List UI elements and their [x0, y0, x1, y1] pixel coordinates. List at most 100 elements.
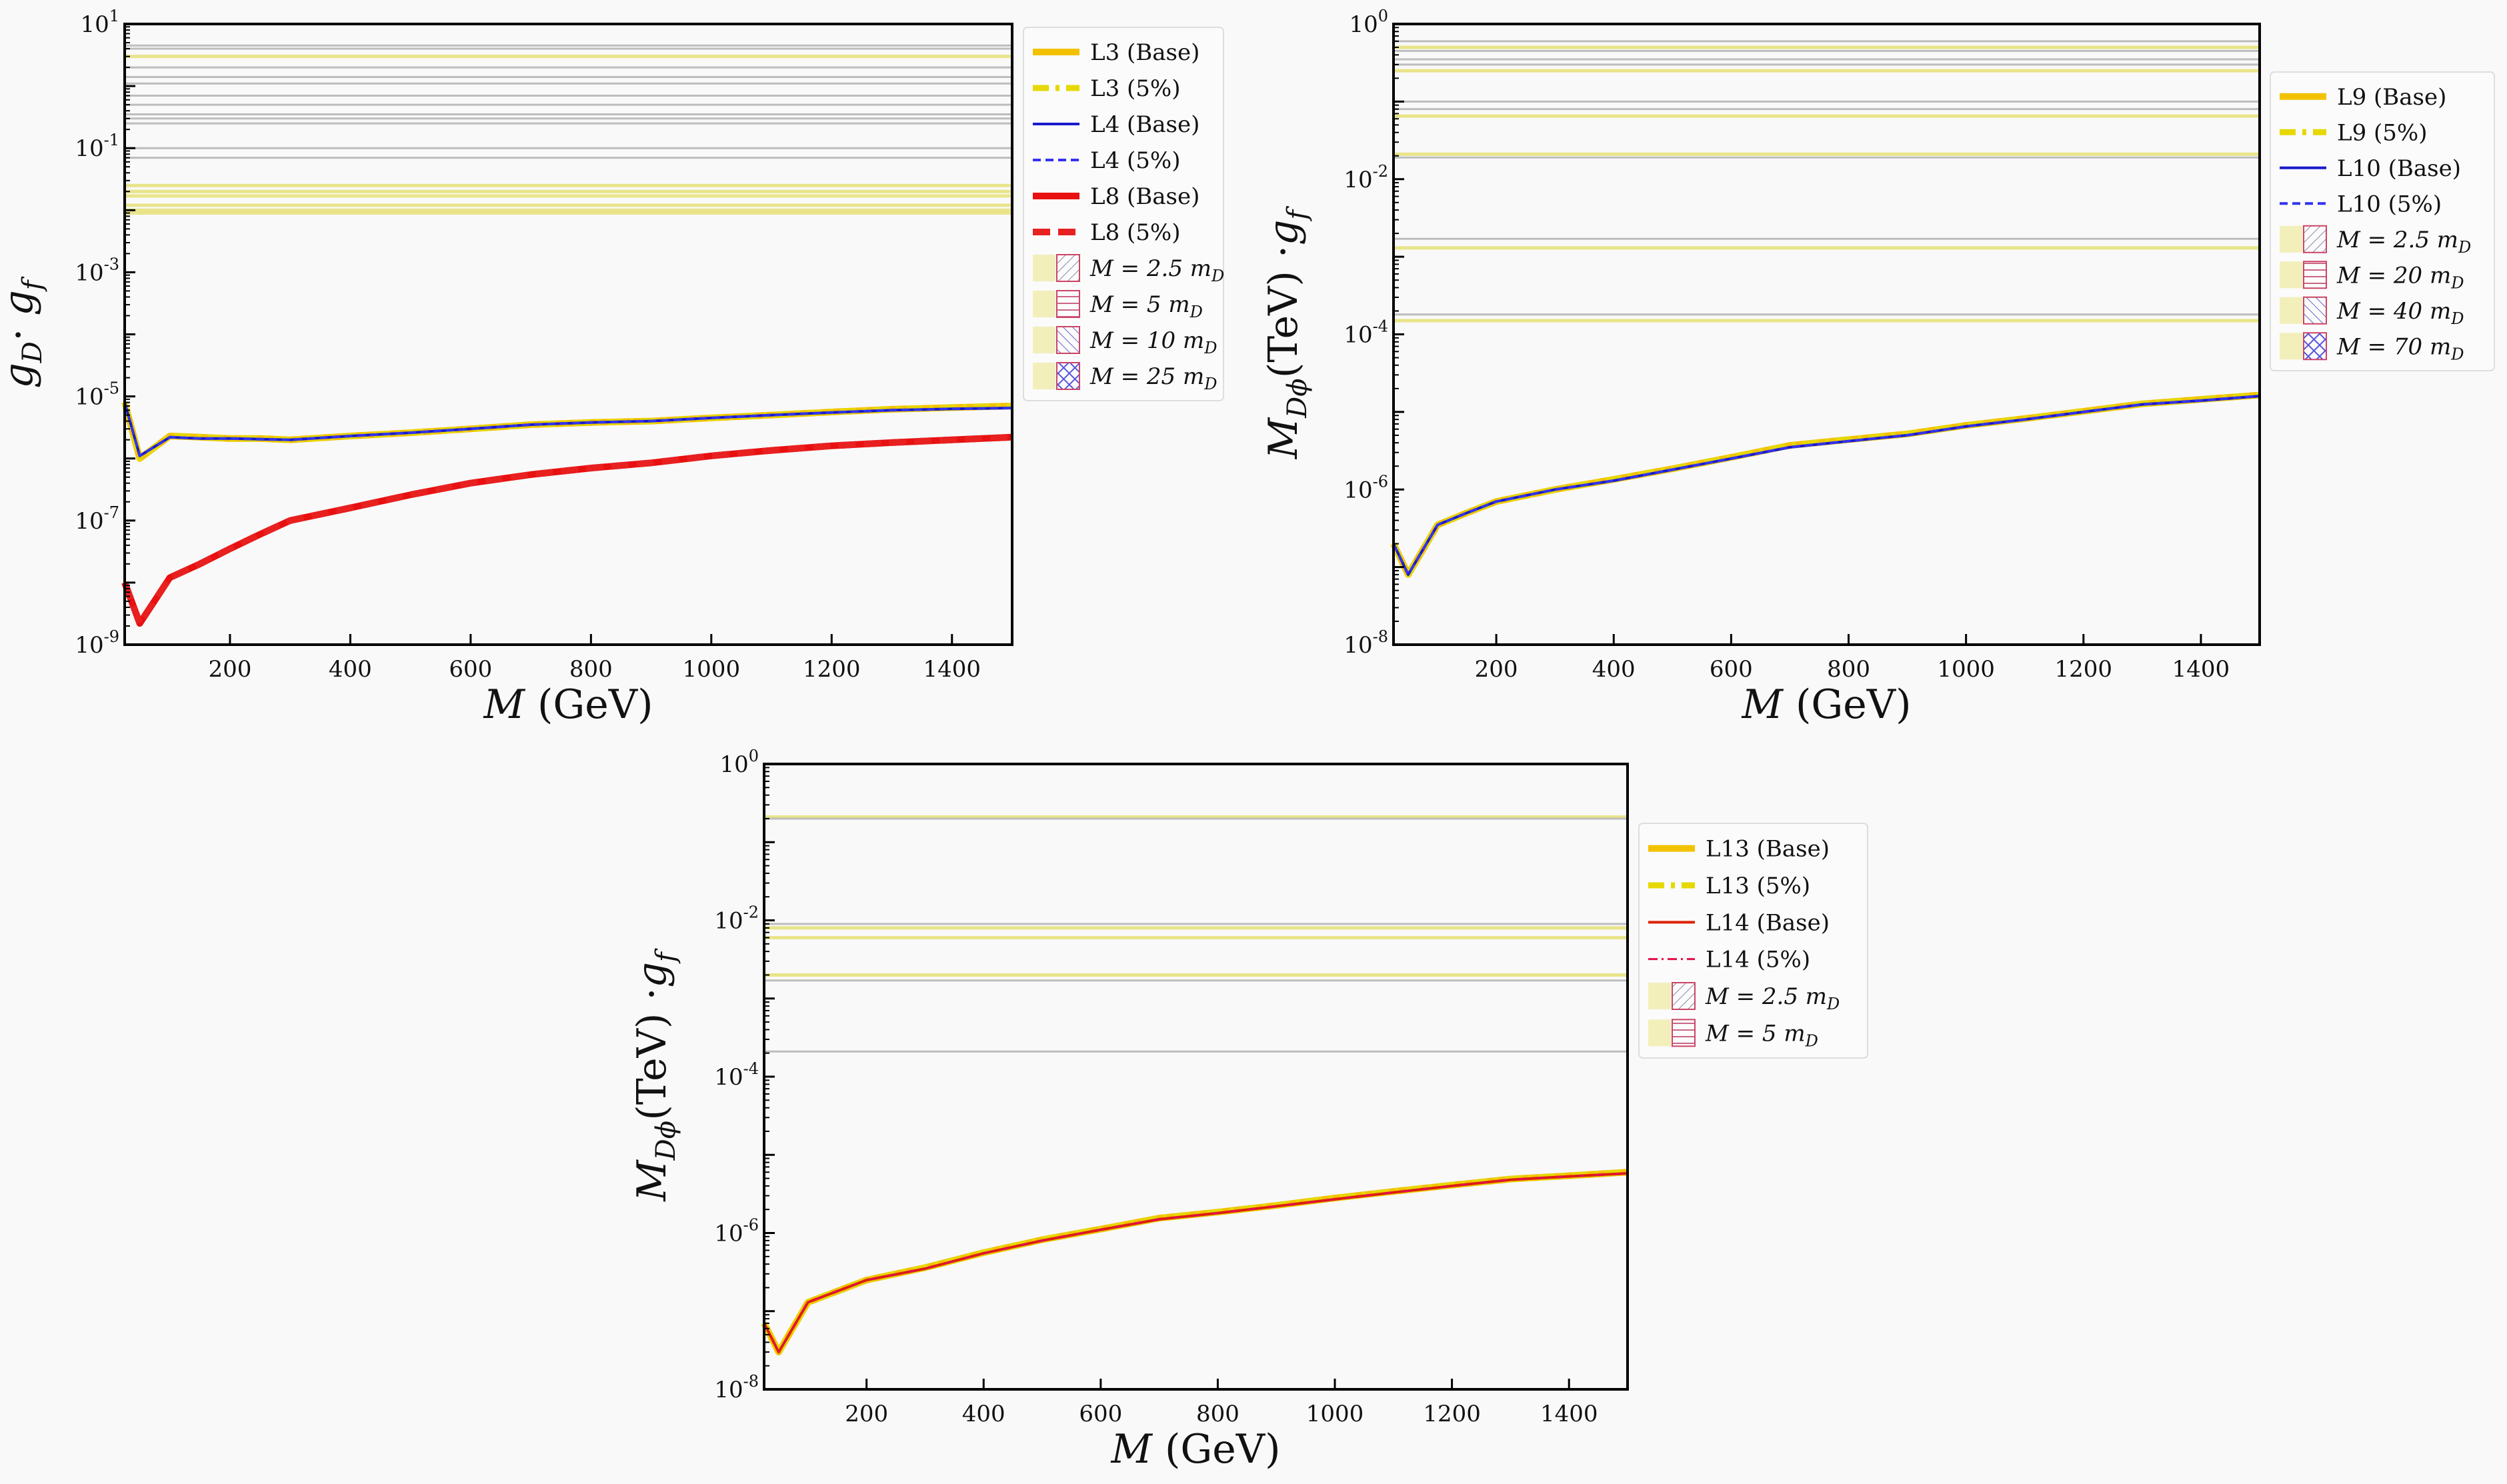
- y-tick-label: 10-8: [714, 1372, 759, 1403]
- legend: L13 (Base) L13 (5%) L14 (Base) L14 (5%) M = …: [1638, 823, 1868, 1059]
- x-label-symbol: M: [1110, 1426, 1153, 1473]
- chart-panel-bottom: 200 400 600 800 1000 1200 140010010-210-410-61…: [629, 747, 1868, 1473]
- legend-label-subscript: D: [1826, 995, 1840, 1013]
- legend-label: M = 5 mD: [1705, 1020, 1818, 1050]
- legend-label-main: M = 70 m: [2336, 333, 2451, 360]
- y-tick-label: 10-2: [714, 903, 759, 935]
- y-tick-label: 10-3: [75, 255, 119, 286]
- x-tick-label: 600: [1079, 1401, 1122, 1427]
- x-label-symbol: M: [483, 681, 525, 728]
- y-tick-label: 10-2: [1344, 162, 1388, 193]
- legend-label-main: M = 40 m: [2336, 298, 2451, 325]
- tick-base: 10: [1349, 11, 1378, 38]
- x-tick-label: 800: [1827, 656, 1870, 683]
- legend: L9 (Base) L9 (5%) L10 (Base) L10 (5%) M = 2.…: [2270, 71, 2495, 371]
- tick-exponent: -4: [1373, 317, 1388, 336]
- legend-label-main: M = 20 m: [2336, 262, 2451, 289]
- y-axis-label: MDϕ (TeV) ·gf: [1260, 206, 1313, 460]
- tick-exponent: -8: [1373, 627, 1388, 646]
- y-label-part: g: [629, 962, 675, 987]
- y-label-part: (TeV) ·: [629, 987, 675, 1120]
- tick-base: 10: [1344, 322, 1372, 349]
- x-tick-label: 600: [1710, 656, 1753, 683]
- y-label-part: M: [629, 1159, 675, 1202]
- tick-base: 10: [1344, 477, 1372, 503]
- legend-label-main: M = 2.5 m: [1089, 255, 1211, 282]
- y-label-subscript: f: [1282, 206, 1313, 222]
- tick-base: 10: [714, 1064, 743, 1091]
- x-tick-label: 400: [329, 656, 372, 683]
- legend-label: L3 (Base): [1090, 39, 1199, 66]
- y-tick-label: 10-4: [1344, 317, 1388, 349]
- legend-label-main: M = 2.5 m: [2336, 227, 2458, 253]
- y-label-part: ·: [0, 316, 42, 341]
- plot-area: [764, 764, 1628, 1389]
- tick-base: 10: [75, 259, 103, 286]
- legend-label-subscript: D: [2458, 238, 2471, 257]
- x-tick-label: 1000: [1937, 656, 1995, 683]
- y-label-part: g: [0, 363, 42, 388]
- legend-label: L10 (Base): [2337, 155, 2461, 182]
- y-label-subscript: Dϕ: [1282, 378, 1313, 418]
- legend-hatch-swatch: [2303, 225, 2327, 253]
- series-line-l4-5-: [123, 402, 1013, 457]
- legend-label: L9 (Base): [2337, 84, 2446, 111]
- legend-band-swatch: [1648, 1019, 1671, 1047]
- legend-label-subscript: D: [1203, 375, 1217, 393]
- x-axis-label: M (GeV): [483, 681, 653, 728]
- y-tick-label: 10-7: [75, 503, 119, 535]
- legend-label-subscript: D: [2450, 309, 2464, 328]
- x-tick-label: 1400: [2172, 656, 2230, 683]
- y-tick-label: 100: [719, 747, 759, 778]
- y-tick-label: 10-6: [714, 1216, 759, 1247]
- x-tick-label: 1000: [683, 656, 741, 683]
- legend-band-swatch: [1033, 363, 1055, 389]
- x-tick-label: 200: [845, 1401, 888, 1427]
- x-tick-label: 800: [1196, 1401, 1239, 1427]
- tick-base: 10: [80, 11, 109, 38]
- y-axis-label: gD · gf: [0, 276, 48, 388]
- tick-exponent: -4: [743, 1059, 759, 1078]
- legend-label: M = 20 mD: [2336, 262, 2464, 292]
- y-tick-label: 10-1: [75, 131, 119, 162]
- y-tick-label: 10-8: [1344, 627, 1388, 659]
- legend-box: [2270, 71, 2495, 371]
- tick-base: 10: [1344, 632, 1372, 659]
- legend-label-subscript: D: [2450, 345, 2464, 363]
- series-line-l14-5-: [763, 1172, 1628, 1353]
- legend-band-swatch: [2280, 297, 2302, 324]
- legend-hatch-swatch: [1056, 326, 1080, 354]
- y-label-subscript: Dϕ: [651, 1121, 681, 1161]
- legend-label: M = 2.5 mD: [1705, 983, 1840, 1013]
- x-tick-label: 600: [449, 656, 492, 683]
- legend-label: M = 10 mD: [1089, 327, 1217, 357]
- y-tick-label: 10-6: [1344, 472, 1388, 503]
- tick-base: 10: [75, 508, 103, 535]
- legend-label: L13 (5%): [1706, 873, 1810, 899]
- legend-label: M = 2.5 mD: [2336, 227, 2471, 257]
- tick-exponent: -1: [104, 131, 119, 149]
- legend-hatch-swatch: [2303, 261, 2327, 289]
- y-label-part: g: [1260, 220, 1307, 245]
- legend-box: [1638, 823, 1868, 1059]
- legend-label: L8 (Base): [1090, 183, 1199, 210]
- legend: L3 (Base) L3 (5%) L4 (Base) L4 (5%) L8 (Base…: [1023, 27, 1224, 401]
- x-tick-label: 1200: [1423, 1401, 1481, 1427]
- y-label-part: M: [1260, 417, 1307, 459]
- tick-exponent: 0: [749, 747, 759, 765]
- x-axis-label: M (GeV): [1110, 1426, 1280, 1473]
- legend-label-subscript: D: [1805, 1031, 1818, 1050]
- legend-hatch-swatch: [2303, 332, 2327, 361]
- legend-label-main: M = 5 m: [1089, 291, 1190, 318]
- legend-band-swatch: [1033, 255, 1055, 281]
- legend-label: L8 (5%): [1090, 219, 1181, 246]
- tick-base: 10: [714, 1221, 743, 1247]
- x-label-symbol: M: [1741, 681, 1784, 728]
- tick-base: 10: [714, 908, 743, 935]
- legend-label-main: M = 2.5 m: [1705, 983, 1827, 1010]
- legend-label-subscript: D: [1189, 303, 1203, 321]
- y-tick-label: 101: [80, 7, 119, 38]
- legend-label: L13 (Base): [1706, 836, 1830, 863]
- legend-label-subscript: D: [1203, 339, 1217, 357]
